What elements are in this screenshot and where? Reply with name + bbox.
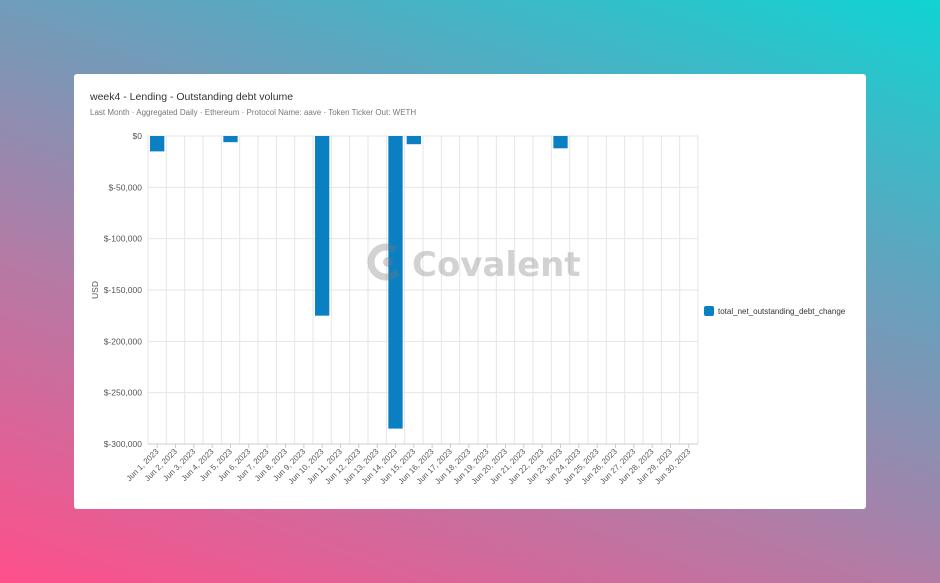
chart-card: week4 - Lending - Outstanding debt volum…: [74, 74, 866, 509]
legend-swatch: [704, 306, 714, 316]
bar: [150, 136, 165, 152]
watermark: Covalent: [366, 242, 581, 287]
y-tick-label: $-50,000: [108, 182, 142, 192]
bar: [406, 136, 421, 145]
y-axis-label: USD: [90, 281, 100, 299]
covalent-logo-icon: [366, 242, 406, 287]
legend[interactable]: total_net_outstanding_debt_change: [704, 306, 845, 316]
y-tick-label: $0: [133, 131, 143, 141]
bar: [388, 136, 403, 429]
y-tick-label: $-250,000: [104, 388, 143, 398]
chart-subtitle: Last Month · Aggregated Daily · Ethereum…: [90, 108, 417, 117]
legend-label: total_net_outstanding_debt_change: [718, 306, 846, 316]
bar-chart: $0 $-50,000 $-100,000 $-150,000 $-200,000 $-2…: [90, 131, 699, 486]
bar: [553, 136, 568, 149]
watermark-text: Covalent: [412, 244, 581, 285]
y-tick-label: $-150,000: [104, 285, 143, 295]
y-tick-label: $-200,000: [104, 336, 143, 346]
y-tick-label: $-300,000: [104, 439, 143, 449]
bar: [315, 136, 330, 316]
bar: [223, 136, 238, 143]
y-tick-label: $-100,000: [104, 234, 143, 244]
chart-title: week4 - Lending - Outstanding debt volum…: [90, 91, 294, 103]
